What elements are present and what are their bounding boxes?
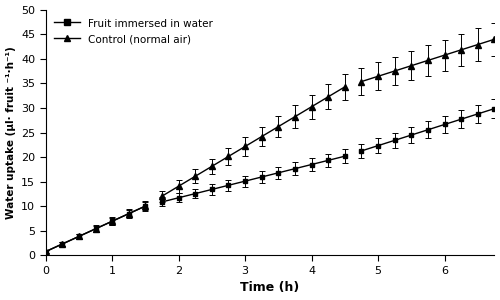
Y-axis label: Water uptake (µl· fruit ⁻¹·h⁻¹): Water uptake (µl· fruit ⁻¹·h⁻¹) [6, 46, 16, 219]
Legend: Fruit immersed in water, Control (normal air): Fruit immersed in water, Control (normal… [51, 15, 216, 48]
X-axis label: Time (h): Time (h) [240, 281, 300, 294]
